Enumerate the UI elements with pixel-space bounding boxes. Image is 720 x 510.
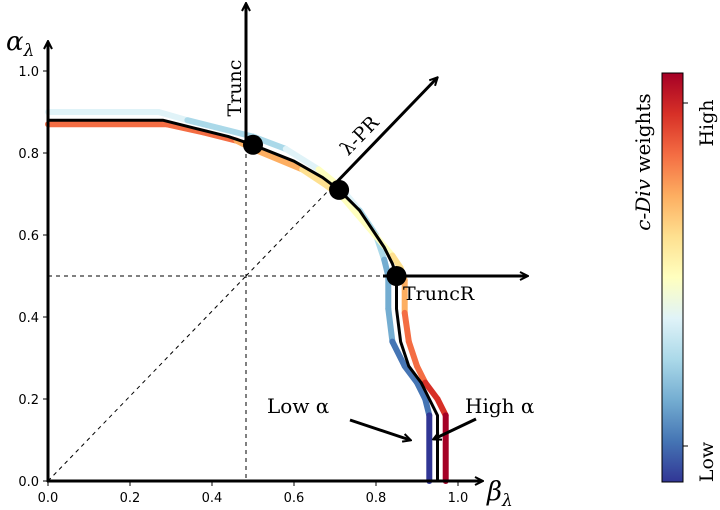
x-tick-label: 0.6	[284, 491, 305, 506]
low-alpha-curve-segment	[389, 338, 408, 370]
trunc-point	[243, 134, 263, 155]
low-alpha-curve-segment	[184, 117, 224, 132]
low-alpha-curve-segment	[217, 125, 256, 140]
y-tick-label: 1.0	[18, 65, 39, 80]
low-alpha-pointer-arrow	[349, 418, 410, 440]
colorbar-title-rest: weights	[631, 93, 655, 179]
high-alpha-curve-segment	[434, 396, 449, 419]
low-alpha-curve-segment	[282, 145, 322, 173]
x-axis-label-subscript: λ	[501, 491, 513, 510]
trunc-label: Trunc	[224, 60, 246, 117]
curves	[45, 109, 449, 484]
high-alpha-curve-segment	[163, 121, 207, 136]
y-ticks: 0.0 0.2 0.4 0.6 0.8 1.0	[18, 65, 48, 490]
lambda-pr-label: λ-PR	[336, 111, 384, 160]
low-alpha-curve-segment	[155, 109, 191, 124]
y-tick-label: 0.4	[18, 311, 39, 326]
colorbar	[661, 72, 684, 483]
truncr-label: TruncR	[403, 283, 475, 305]
diagonal-dashed-line	[47, 275, 247, 482]
high-alpha-curve-segment	[414, 363, 429, 386]
x-axis-label: βλ	[486, 477, 513, 510]
high-alpha-curve-segment	[340, 195, 371, 230]
x-tick-label: 0.4	[202, 491, 223, 506]
low-alpha-label: Low α	[267, 394, 329, 418]
high-alpha-curve-segment	[299, 166, 330, 189]
y-tick-label: 0.2	[18, 393, 39, 408]
colorbar-high-label: High	[696, 99, 718, 146]
lambda-pr-point	[329, 179, 350, 200]
high-alpha-curve-segment	[422, 379, 441, 402]
x-ticks: 0.0 0.2 0.4 0.6 0.8 1.0	[38, 481, 469, 506]
high-alpha-curve-segment	[250, 145, 306, 173]
operating-points	[243, 134, 407, 286]
low-alpha-curve-segment	[414, 379, 429, 402]
x-tick-label: 0.0	[38, 491, 59, 506]
lambda-pr-arrow	[328, 78, 437, 191]
y-axis-label: αλ	[6, 27, 34, 61]
low-alpha-curve-segment	[401, 363, 420, 386]
y-tick-label: 0.8	[18, 147, 39, 162]
high-alpha-curve-segment	[401, 309, 412, 345]
x-tick-label: 0.2	[120, 491, 141, 506]
low-alpha-curve-segment	[385, 305, 396, 345]
high-alpha-pointer-arrow	[434, 417, 477, 439]
colorbar-title-italic: c-Div	[631, 178, 655, 230]
x-tick-label: 1.0	[448, 491, 469, 506]
colorbar-low-label: Low	[696, 441, 718, 482]
high-alpha-curve-segment	[200, 129, 240, 144]
diagonal-dashed-line-upper	[245, 188, 331, 277]
x-tick-label: 0.8	[366, 491, 387, 506]
high-alpha-label: High α	[465, 394, 534, 418]
y-axis-label-subscript: λ	[23, 41, 35, 61]
colorbar-title: c-Div weights	[631, 93, 655, 230]
high-alpha-curve-segment	[405, 338, 420, 370]
mid-alpha-curve	[48, 118, 439, 481]
y-tick-label: 0.0	[18, 475, 39, 490]
y-tick-label: 0.6	[18, 229, 39, 244]
truncr-point	[386, 266, 407, 286]
